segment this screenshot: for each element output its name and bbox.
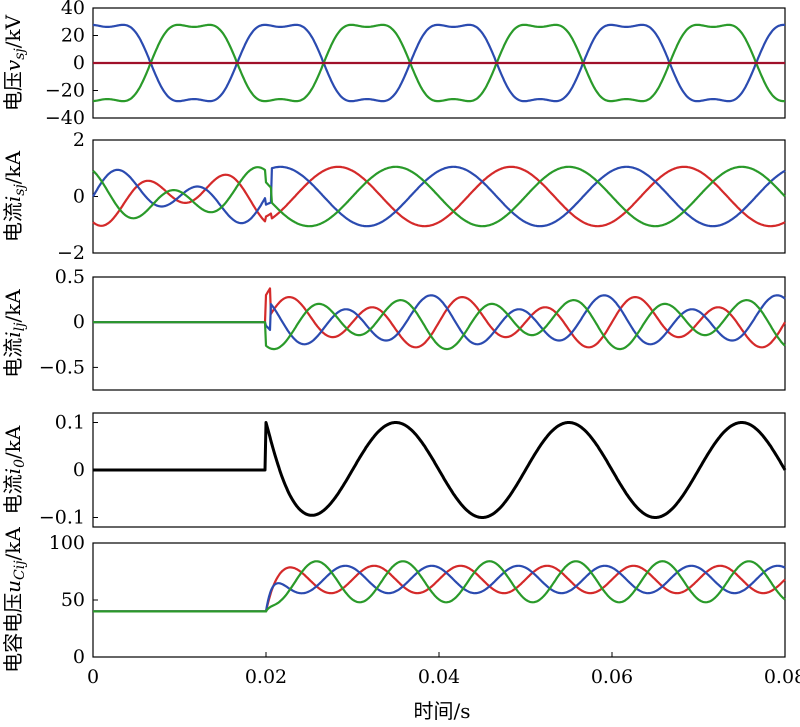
y-tick-label: 0 — [73, 459, 85, 481]
x-tick-label: 0.02 — [245, 666, 287, 688]
y-label-subscript: sj — [12, 184, 28, 196]
y-label-subscript: lj — [12, 322, 28, 331]
y-label-variable: i — [1, 331, 25, 337]
y-label-subscript: 0 — [12, 459, 28, 468]
y-tick-label: 2 — [73, 129, 85, 151]
y-label-unit: /kV — [1, 14, 25, 48]
y-axis-label: 电流ilj/kA — [1, 289, 28, 378]
y-label-prefix: 电容电压 — [1, 593, 25, 673]
y-axis-label: 电流i0/kA — [1, 425, 28, 514]
y-tick-label: 0 — [73, 52, 85, 74]
y-tick-label: 50 — [61, 589, 85, 611]
series-line-3 — [92, 560, 786, 613]
panel-1: 40 20 0 −20 −40 电压vsj/kV — [1, 0, 786, 129]
y-label-unit: /kA — [1, 289, 25, 323]
x-tick-label: 0.08 — [764, 666, 800, 688]
y-label-subscript: sj — [12, 48, 28, 60]
series-line-2 — [92, 564, 786, 613]
y-tick-label: 0 — [73, 186, 85, 208]
series-line-2 — [92, 165, 786, 228]
y-label-variable: u — [1, 580, 25, 593]
y-tick-label: −0.5 — [39, 356, 85, 378]
y-label-unit: /kA — [1, 150, 25, 184]
y-label-prefix: 电流 — [1, 474, 25, 514]
y-tick-label: −20 — [45, 80, 85, 102]
panel-5: 100 50 0 电容电压uCij/kA — [1, 527, 786, 673]
series-line-3 — [92, 165, 786, 228]
y-tick-label: −2 — [57, 242, 85, 264]
series-line-1 — [92, 287, 786, 349]
x-tick-label: 0.06 — [591, 666, 633, 688]
panels: 40200−20−40电压vsj/kV20−2电流isj/kA0.50−0.5电… — [1, 0, 800, 688]
y-axis-label: 电容电压uCij/kA — [1, 527, 28, 673]
panel-3: 0.5 0 −0.5 电流ilj/kA — [1, 266, 786, 391]
y-tick-label: 0.5 — [55, 266, 85, 288]
x-tick-label: 0.04 — [418, 666, 460, 688]
y-label-prefix: 电流 — [1, 202, 25, 242]
y-tick-label: 0 — [73, 646, 85, 668]
y-axis-label: 电压vsj/kV — [1, 14, 28, 111]
y-label-prefix: 电流 — [1, 338, 25, 378]
y-tick-label: −40 — [45, 107, 85, 129]
y-tick-label: 20 — [61, 25, 85, 47]
x-axis-label: 时间/s — [413, 699, 470, 723]
y-label-variable: v — [1, 59, 25, 71]
series-line-3 — [92, 299, 786, 351]
x-tick-label: 0 — [87, 666, 99, 688]
y-label-prefix: 电压 — [1, 71, 25, 111]
y-tick-label: 0 — [73, 311, 85, 333]
y-tick-label: −0.1 — [39, 507, 85, 529]
y-label-variable: i — [1, 468, 25, 474]
y-label-unit: /kA — [1, 527, 25, 561]
y-tick-label: 0.1 — [55, 412, 85, 434]
y-tick-label: 40 — [61, 0, 85, 19]
y-label-variable: i — [1, 196, 25, 202]
series-line-1 — [92, 564, 786, 613]
y-tick-label: 100 — [49, 532, 85, 554]
y-label-unit: /kA — [1, 425, 25, 459]
y-label-subscript: Cij — [12, 560, 28, 580]
series-line-1 — [92, 165, 786, 228]
series-line-1 — [92, 421, 787, 519]
panel-2: 2 0 −2 电流isj/kA — [1, 129, 786, 264]
y-axis-label: 电流isj/kA — [1, 150, 28, 242]
plot-frame — [92, 276, 786, 391]
